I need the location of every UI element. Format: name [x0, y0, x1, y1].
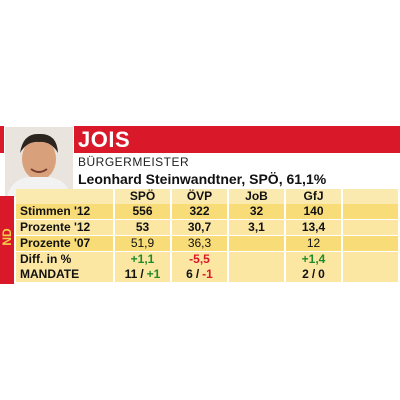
mandate-cell: 6/-1	[172, 267, 227, 282]
mandate-cell: 2/0	[286, 267, 341, 282]
row-label: MANDATE	[16, 267, 113, 282]
separator: /	[195, 267, 200, 281]
role-label: BÜRGERMEISTER	[78, 155, 190, 169]
row-label: Prozente '12	[16, 220, 113, 235]
town-title: JOIS	[78, 127, 131, 152]
row-label: Prozente '07	[16, 236, 113, 251]
table-cell: 140	[286, 204, 341, 219]
region-strip	[0, 196, 14, 284]
table-cell: 53	[115, 220, 170, 235]
column-header: ÖVP	[172, 189, 227, 204]
portrait-art	[5, 127, 73, 197]
seats: 11	[124, 267, 138, 281]
table-cell: 3,1	[229, 220, 284, 235]
table-cell: -5,5	[172, 252, 227, 267]
table-cell: 12	[286, 236, 341, 251]
seats: 6	[186, 267, 193, 281]
seats: 2	[302, 267, 309, 281]
table-cell: 13,4	[286, 220, 341, 235]
mandate-cell	[343, 267, 398, 282]
column-header: JoB	[229, 189, 284, 204]
region-label: ND	[0, 228, 14, 246]
table-cell: +1,4	[286, 252, 341, 267]
separator: /	[311, 267, 316, 281]
table-cell	[343, 204, 398, 219]
table-cell	[229, 252, 284, 267]
row-label: Diff. in %	[16, 252, 113, 267]
table-cell: 322	[172, 204, 227, 219]
table-cell: 36,3	[172, 236, 227, 251]
table-cell: 32	[229, 204, 284, 219]
separator: /	[140, 267, 144, 281]
seat-change: 0	[318, 267, 325, 281]
table-cell: 51,9	[115, 236, 170, 251]
table-cell	[343, 252, 398, 267]
column-header: SPÖ	[115, 189, 170, 204]
mandate-cell: 11/+1	[115, 267, 170, 282]
row-label: Stimmen '12	[16, 204, 113, 219]
table-cell: 30,7	[172, 220, 227, 235]
column-header	[343, 189, 398, 204]
table-cell	[343, 236, 398, 251]
header-cell	[16, 189, 113, 204]
table-cell	[343, 220, 398, 235]
mayor-name: Leonhard Steinwandtner, SPÖ, 61,1%	[78, 171, 327, 187]
table-cell	[229, 236, 284, 251]
table-cell: +1,1	[115, 252, 170, 267]
table-cell: 556	[115, 204, 170, 219]
portrait	[4, 126, 74, 198]
seat-change: -1	[202, 267, 213, 281]
column-header: GfJ	[286, 189, 341, 204]
mandate-cell	[229, 267, 284, 282]
seat-change: +1	[146, 267, 161, 281]
